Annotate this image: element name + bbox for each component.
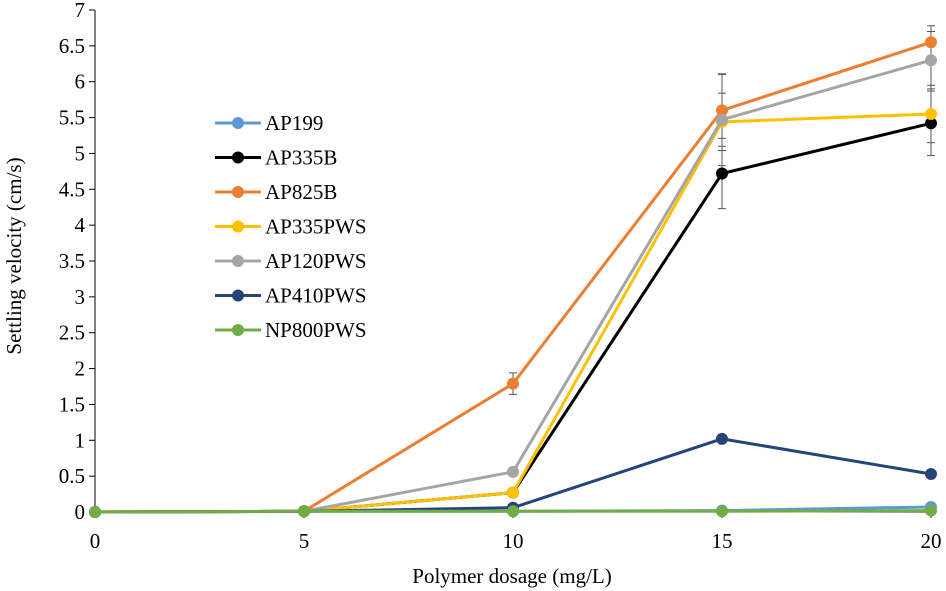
y-axis-label: Settling velocity (cm/s) bbox=[2, 157, 26, 354]
data-point-ap410pws bbox=[925, 467, 937, 480]
y-tick-label: 4.5 bbox=[59, 177, 85, 201]
data-point-np800pws bbox=[925, 504, 937, 517]
y-axis-ticks: 0 0.5 1 1.5 2 2.5 3 3.5 4 4.5 5 5.5 6 6.5 7 bbox=[59, 0, 95, 524]
legend-item-ap199: AP199 bbox=[215, 111, 323, 135]
y-tick-label: 6.5 bbox=[59, 34, 85, 58]
legend-item-ap825b: AP825B bbox=[215, 180, 337, 204]
legend-swatch-marker bbox=[232, 324, 244, 336]
data-point-np800pws bbox=[716, 505, 728, 518]
data-point-ap825b bbox=[925, 36, 937, 49]
y-tick-label: 2 bbox=[75, 357, 86, 381]
data-point-ap410pws bbox=[716, 432, 728, 445]
y-tick-label: 0.5 bbox=[59, 464, 85, 488]
x-tick-label: 15 bbox=[712, 529, 733, 553]
data-point-ap335b bbox=[716, 167, 728, 180]
data-point-ap335pws bbox=[507, 486, 519, 499]
legend-label: AP199 bbox=[265, 111, 323, 135]
data-point-ap335pws bbox=[925, 107, 937, 120]
legend-item-ap410pws: AP410PWS bbox=[215, 284, 367, 308]
legend-item-np800pws: NP800PWS bbox=[215, 318, 367, 342]
y-tick-label: 6 bbox=[75, 70, 86, 94]
legend-swatch-marker bbox=[232, 255, 244, 267]
x-axis-label: Polymer dosage (mg/L) bbox=[412, 564, 611, 588]
x-tick-label: 5 bbox=[299, 529, 310, 553]
y-tick-label: 1.5 bbox=[59, 392, 85, 416]
legend-label: AP335PWS bbox=[265, 215, 367, 239]
legend-swatch-marker bbox=[232, 220, 244, 233]
legend-swatch-marker bbox=[232, 289, 244, 302]
y-tick-label: 7 bbox=[75, 0, 86, 22]
y-tick-label: 5.5 bbox=[59, 106, 85, 130]
legend-item-ap120pws: AP120PWS bbox=[215, 249, 367, 273]
data-point-ap825b bbox=[716, 104, 728, 117]
legend-item-ap335b: AP335B bbox=[215, 146, 337, 170]
x-tick-label: 20 bbox=[921, 529, 942, 553]
series-ap335pws bbox=[89, 107, 937, 518]
y-tick-label: 4 bbox=[75, 213, 86, 237]
data-point-np800pws bbox=[507, 505, 519, 518]
data-point-ap120pws bbox=[716, 113, 728, 126]
series-np800pws bbox=[89, 504, 937, 518]
data-point-ap120pws bbox=[507, 465, 519, 478]
y-tick-label: 3.5 bbox=[59, 249, 85, 273]
legend-swatch-marker bbox=[232, 186, 244, 198]
y-tick-label: 2.5 bbox=[59, 321, 85, 345]
data-point-ap120pws bbox=[925, 54, 937, 67]
x-tick-label: 10 bbox=[503, 529, 524, 553]
series-ap825b bbox=[89, 36, 937, 518]
data-point-np800pws bbox=[89, 506, 101, 518]
series-line-ap825b bbox=[94, 40, 932, 514]
x-tick-label: 0 bbox=[90, 529, 101, 553]
x-axis-ticks: 0 5 10 15 20 bbox=[90, 512, 942, 553]
series-ap335b bbox=[89, 117, 937, 518]
series-line-ap120pws bbox=[94, 58, 932, 514]
legend-label: AP335B bbox=[265, 146, 337, 170]
legend-swatch-marker bbox=[232, 151, 244, 164]
data-point-ap825b bbox=[507, 377, 519, 390]
y-tick-label: 0 bbox=[75, 500, 86, 524]
data-point-np800pws bbox=[298, 505, 310, 518]
legend-item-ap335pws: AP335PWS bbox=[215, 215, 367, 239]
legend-label: NP800PWS bbox=[265, 318, 367, 342]
legend-label: AP825B bbox=[265, 180, 337, 204]
legend: AP199 AP335B AP825B AP335PWS AP120PWS AP410PW… bbox=[215, 111, 367, 342]
y-tick-label: 5 bbox=[75, 141, 86, 165]
data-point-ap335b bbox=[925, 117, 937, 130]
error-bars bbox=[509, 25, 935, 496]
legend-label: AP410PWS bbox=[265, 284, 367, 308]
legend-swatch-marker bbox=[232, 117, 244, 129]
y-tick-label: 1 bbox=[75, 428, 86, 452]
legend-label: AP120PWS bbox=[265, 249, 367, 273]
data-series bbox=[89, 36, 937, 518]
y-tick-label: 3 bbox=[75, 285, 86, 309]
